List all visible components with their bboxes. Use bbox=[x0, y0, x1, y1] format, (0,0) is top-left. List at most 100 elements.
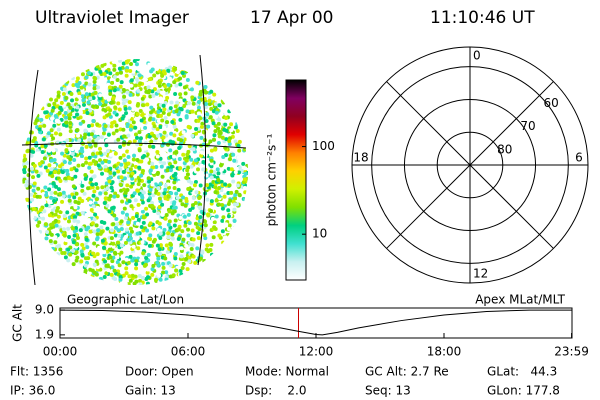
pixel bbox=[168, 168, 173, 173]
pixel bbox=[128, 167, 133, 172]
pixel bbox=[73, 205, 78, 210]
pixel bbox=[91, 104, 96, 109]
pixel bbox=[56, 127, 61, 132]
pixel bbox=[190, 133, 195, 138]
pixel bbox=[142, 154, 147, 159]
pixel bbox=[64, 120, 69, 125]
pixel bbox=[172, 180, 177, 185]
pixel bbox=[178, 76, 183, 81]
pixel bbox=[195, 246, 200, 251]
pixel bbox=[90, 182, 95, 187]
pixel bbox=[92, 86, 97, 91]
pixel bbox=[54, 118, 59, 123]
pixel bbox=[42, 156, 47, 161]
pixel bbox=[173, 256, 178, 261]
pixel bbox=[108, 91, 113, 96]
pixel bbox=[128, 127, 133, 132]
pixel bbox=[117, 66, 122, 71]
pixel bbox=[93, 76, 98, 81]
pixel bbox=[213, 185, 218, 190]
pixel bbox=[76, 219, 81, 224]
pixel bbox=[128, 278, 133, 283]
pixel bbox=[100, 111, 105, 116]
pixel bbox=[183, 203, 188, 208]
pixel bbox=[161, 103, 166, 108]
pixel bbox=[121, 273, 126, 278]
pixel bbox=[224, 137, 229, 142]
pixel bbox=[110, 206, 115, 211]
pixel bbox=[48, 239, 53, 244]
pixel bbox=[25, 160, 30, 165]
pixel bbox=[197, 195, 202, 200]
pixel bbox=[24, 183, 29, 188]
pixel bbox=[180, 71, 185, 76]
colorbar-tick-label: 100 bbox=[312, 139, 335, 153]
pixel bbox=[61, 227, 66, 232]
pixel bbox=[53, 235, 58, 240]
pixel bbox=[196, 100, 201, 105]
pixel bbox=[156, 186, 161, 191]
pixel bbox=[153, 182, 158, 187]
pixel bbox=[35, 113, 40, 118]
pixel bbox=[49, 158, 54, 163]
pixel bbox=[103, 108, 108, 113]
pixel bbox=[216, 178, 221, 183]
pixel bbox=[224, 116, 229, 121]
panel-label: Geographic Lat/Lon bbox=[67, 293, 184, 307]
pixel bbox=[119, 80, 124, 85]
pixel bbox=[122, 134, 127, 139]
pixel bbox=[66, 102, 71, 107]
pixel bbox=[26, 173, 31, 178]
pixel bbox=[51, 136, 56, 141]
pixel bbox=[137, 73, 142, 78]
pixel bbox=[156, 227, 161, 232]
pixel bbox=[103, 241, 108, 246]
pixel bbox=[110, 265, 115, 270]
pixel bbox=[122, 94, 127, 99]
pixel bbox=[112, 120, 117, 125]
pixel bbox=[167, 219, 172, 224]
pixel bbox=[49, 128, 54, 133]
pixel bbox=[59, 174, 64, 179]
pixel bbox=[181, 261, 186, 266]
pixel bbox=[107, 197, 112, 202]
pixel bbox=[41, 216, 46, 221]
y-tick-label: 1.9 bbox=[35, 327, 54, 341]
pixel bbox=[209, 169, 214, 174]
mlt-label: 6 bbox=[575, 151, 583, 165]
pixel bbox=[77, 81, 82, 86]
pixel bbox=[160, 212, 165, 217]
pixel bbox=[118, 144, 123, 149]
pixel bbox=[178, 106, 183, 111]
pixel bbox=[85, 111, 90, 116]
pixel bbox=[160, 202, 165, 207]
pixel bbox=[34, 169, 39, 174]
pixel bbox=[88, 229, 93, 234]
x-tick-label: 12:00 bbox=[299, 345, 334, 359]
pixel bbox=[76, 133, 81, 138]
pixel bbox=[217, 103, 222, 108]
pixel bbox=[88, 96, 93, 101]
pixel bbox=[74, 97, 79, 102]
pixel bbox=[131, 244, 136, 249]
pixel bbox=[27, 184, 32, 189]
pixel bbox=[182, 214, 187, 219]
pixel bbox=[84, 156, 89, 161]
pixel bbox=[213, 129, 218, 134]
pixel bbox=[232, 218, 237, 223]
pixel bbox=[119, 219, 124, 224]
pixel bbox=[92, 217, 97, 222]
pixel bbox=[77, 180, 82, 185]
pixel bbox=[150, 81, 155, 86]
pixel bbox=[140, 200, 145, 205]
pixel bbox=[119, 205, 124, 210]
pixel bbox=[223, 182, 228, 187]
pixel bbox=[168, 139, 173, 144]
pixel bbox=[57, 157, 62, 162]
pixel bbox=[150, 182, 155, 187]
lat-label: 60 bbox=[544, 96, 559, 110]
pixel bbox=[122, 187, 127, 192]
pixel bbox=[129, 204, 134, 209]
pixel bbox=[172, 80, 177, 85]
pixel bbox=[128, 254, 133, 259]
